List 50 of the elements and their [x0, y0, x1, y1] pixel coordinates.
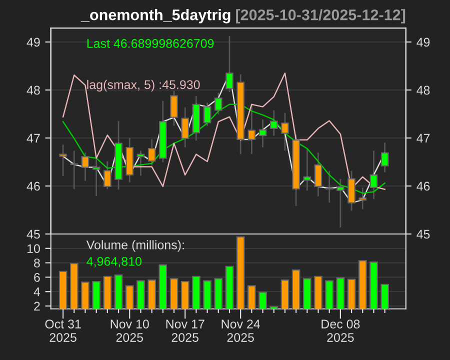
candlestick [170, 90, 178, 126]
candlestick [380, 142, 389, 172]
chart-title: _onemonth_5daytrig [80, 9, 230, 24]
y-tick-label: 45 [26, 230, 40, 239]
x-tick-label: Nov 24 2025 [222, 320, 260, 342]
x-tick-label: Dec 08 2025 [322, 320, 360, 342]
annotation: Last 46.689998626709 [87, 39, 214, 48]
candlestick [248, 104, 256, 154]
candlestick [203, 102, 212, 126]
y2-tick-label: 47 [416, 134, 430, 143]
candlestick [226, 36, 234, 92]
y2-tick-label: 46 [416, 182, 430, 191]
annotation: lag(smax, 5) :45.930 [87, 80, 200, 92]
candlestick [70, 150, 78, 190]
candlestick [314, 152, 322, 196]
candlestick [281, 112, 289, 151]
candlestick [181, 108, 189, 148]
chart-subtitle: [2025-10-31/2025-12-12] [236, 9, 406, 24]
y-tick-label: 10 [27, 244, 40, 254]
candlestick [59, 144, 67, 176]
candlestick [303, 149, 312, 191]
annotation: Volume (millions): [86, 240, 184, 252]
candlestick [270, 110, 278, 136]
y-tick-label: 4 [34, 288, 40, 296]
y-tick-label: 8 [34, 258, 40, 268]
x-tick-label: Oct 31 2025 [45, 320, 81, 342]
candlestick [148, 139, 156, 166]
y2-tick-label: 49 [416, 38, 430, 47]
y-tick-label: 48 [26, 86, 40, 95]
candlestick [81, 152, 90, 181]
candlestick [348, 170, 356, 211]
y-tick-label: 49 [26, 38, 40, 47]
candlestick [325, 170, 334, 203]
candlestick [92, 156, 100, 196]
annotation: 4,964,810 [86, 256, 142, 268]
y-tick-label: 47 [26, 134, 40, 143]
candlestick [370, 150, 378, 200]
candlestick [336, 179, 344, 228]
y-tick-label: 6 [34, 273, 40, 282]
x-tick-label: Nov 17 2025 [166, 320, 204, 342]
y-tick-label: 46 [26, 182, 40, 191]
y2-tick-label: 45 [416, 230, 430, 239]
x-tick-label: Nov 10 2025 [110, 320, 149, 342]
y-tick-label: 2 [34, 302, 40, 311]
candlestick [258, 120, 267, 148]
y2-tick-label: 48 [416, 86, 430, 95]
candlestick [104, 161, 112, 190]
candlestick [136, 150, 145, 176]
candlestick [358, 188, 367, 210]
candlestick [214, 92, 222, 114]
